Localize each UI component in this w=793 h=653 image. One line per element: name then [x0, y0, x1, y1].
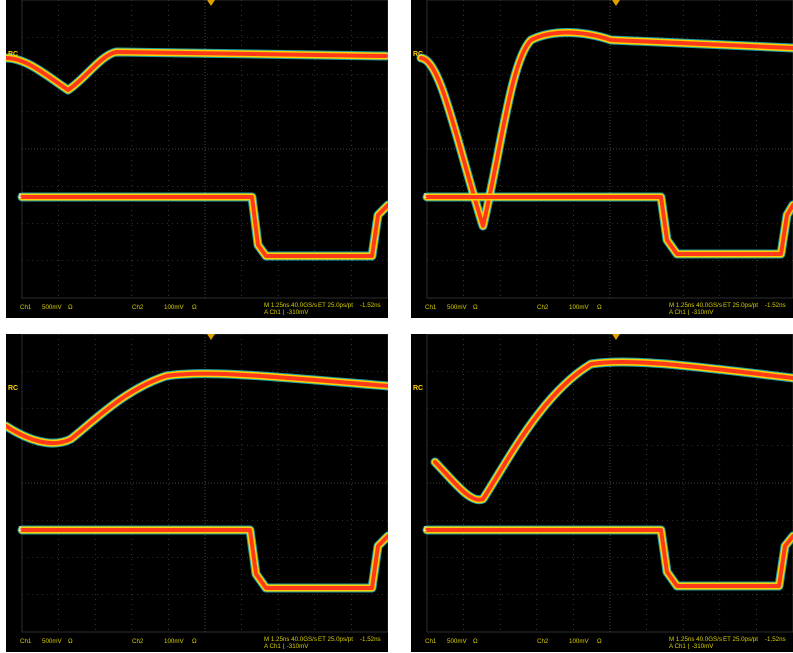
ch1-scale: 500mV: [42, 638, 62, 645]
waveform-display: [416, 0, 793, 299]
status-bar: Ch1 500mV Ω Ch2 100mV Ω M 1.25ns 40.0GS/…: [411, 298, 793, 318]
trigger-readout: A Ch1 ⌊ -310mV: [669, 643, 714, 650]
ch1-unit: Ω: [68, 304, 73, 311]
ch1-trace-layer-2: [425, 528, 793, 588]
waveform-display: [422, 334, 793, 633]
ch1-ground-marker: 1: [18, 526, 22, 533]
graticule-frame: [426, 0, 793, 299]
timebase: M 1.25ns 40.0GS/s: [264, 636, 317, 643]
scope-screen-top-left: RC 1 Ch1 500mV Ω Ch2 100mV Ω M 1.25ns 40…: [6, 0, 388, 318]
equiv-time: ET 25.0ps/pt: [723, 636, 758, 643]
timebase: M 1.25ns 40.0GS/s: [669, 636, 722, 643]
trigger-position-marker: [612, 334, 620, 340]
ch1-trace: [17, 192, 388, 261]
trigger-position-marker: [612, 0, 620, 6]
ch1-label: Ch1: [20, 638, 32, 645]
trigger-readout: A Ch1 ⌊ -310mV: [264, 309, 309, 316]
delay: -1.52ns: [360, 636, 381, 643]
waveform-display: [6, 334, 388, 633]
graticule: [21, 334, 388, 633]
ch2-label: Ch2: [537, 304, 549, 311]
ch2-trace-glow-layer-1: [431, 358, 793, 504]
ch1-scale: 500mV: [447, 304, 467, 311]
ch2-scale: 100mV: [569, 304, 589, 311]
scope-screen-bottom-right: RC 1 Ch1 500mV Ω Ch2 100mV Ω M 1.25ns 40…: [411, 334, 793, 652]
ch2-label: Ch2: [537, 638, 549, 645]
ch2-scale: 100mV: [164, 638, 184, 645]
status-bar: Ch1 500mV Ω Ch2 100mV Ω M 1.25ns 40.0GS/…: [6, 298, 388, 318]
ch1-label: Ch1: [425, 638, 437, 645]
ch2-trace-glow: [430, 357, 793, 505]
timebase: M 1.25ns 40.0GS/s: [264, 302, 317, 309]
delay: -1.52ns: [765, 302, 786, 309]
scope-screen-bottom-left: RC 1 Ch1 500mV Ω Ch2 100mV Ω M 1.25ns 40…: [6, 334, 388, 652]
trigger-position-marker: [207, 0, 215, 6]
ch1-trace-layer-2: [425, 195, 793, 256]
graticule-frame: [426, 334, 793, 633]
ch2-unit: Ω: [597, 304, 602, 311]
ch2-scale: 100mV: [164, 304, 184, 311]
ch2-trace-glow-layer-2: [6, 50, 388, 92]
ch2-unit: Ω: [192, 304, 197, 311]
delay: -1.52ns: [765, 636, 786, 643]
ch1-label: Ch1: [20, 304, 32, 311]
ch1-ground-marker: 1: [18, 193, 22, 200]
ch1-trace-layer-1: [18, 193, 388, 260]
ch2-trace-glow-layer-2: [6, 371, 388, 445]
ch2-unit: Ω: [192, 638, 197, 645]
ref-marker: RC: [413, 51, 424, 58]
ref-marker: RC: [8, 385, 19, 392]
trigger-position-marker: [207, 334, 215, 340]
ch2-label: Ch2: [132, 638, 144, 645]
graticule-frame: [21, 0, 388, 299]
ch1-scale: 500mV: [42, 304, 62, 311]
ch1-trace-layer-2: [20, 195, 388, 258]
ch1-trace-layer-2: [20, 528, 388, 590]
equiv-time: ET 25.0ps/pt: [723, 302, 758, 309]
graticule-frame: [21, 334, 388, 633]
trigger-readout: A Ch1 ⌊ -310mV: [264, 643, 309, 650]
ch1-unit: Ω: [473, 304, 478, 311]
ref-marker: RC: [8, 51, 19, 58]
ch1-unit: Ω: [68, 638, 73, 645]
status-bar: Ch1 500mV Ω Ch2 100mV Ω M 1.25ns 40.0GS/…: [6, 632, 388, 652]
ch1-label: Ch1: [425, 304, 437, 311]
ch1-ground-marker: 1: [423, 193, 427, 200]
ch2-label: Ch2: [132, 304, 144, 311]
timebase: M 1.25ns 40.0GS/s: [669, 302, 722, 309]
trigger-readout: A Ch1 ⌊ -310mV: [669, 309, 714, 316]
ch2-trace-glow-layer-2: [433, 359, 793, 502]
ch2-scale: 100mV: [569, 638, 589, 645]
scope-screen-top-right: RC 1 Ch1 500mV Ω Ch2 100mV Ω M 1.25ns 40…: [411, 0, 793, 318]
ref-marker: RC: [413, 385, 424, 392]
ch1-unit: Ω: [473, 638, 478, 645]
waveform-display: [6, 0, 388, 299]
equiv-time: ET 25.0ps/pt: [318, 636, 353, 643]
ch1-ground-marker: 1: [423, 526, 427, 533]
ch2-trace-glow-layer-2: [419, 30, 793, 228]
ch2-unit: Ω: [597, 638, 602, 645]
equiv-time: ET 25.0ps/pt: [318, 302, 353, 309]
status-bar: Ch1 500mV Ω Ch2 100mV Ω M 1.25ns 40.0GS/…: [411, 632, 793, 652]
ch1-scale: 500mV: [447, 638, 467, 645]
delay: -1.52ns: [360, 302, 381, 309]
